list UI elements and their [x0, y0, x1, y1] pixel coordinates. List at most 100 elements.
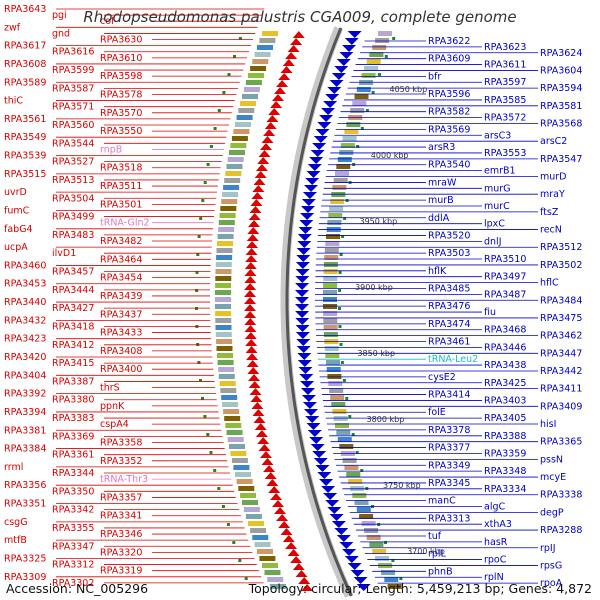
- tick-mark: [195, 289, 199, 292]
- right-strand-feature: [295, 318, 310, 325]
- right-strand-feature: [347, 31, 362, 38]
- gene-label-left: RPA3504: [52, 193, 94, 204]
- left-strand-feature: [276, 514, 289, 521]
- gene-label-right: degP: [540, 507, 564, 518]
- gene-label-right: RPA3359: [484, 448, 526, 459]
- cog-block: [225, 171, 242, 176]
- right-strand-feature: [339, 542, 354, 549]
- tick-mark: [342, 379, 346, 382]
- cog-block: [369, 52, 384, 57]
- left-strand-feature: [253, 178, 266, 185]
- gene-label-left: RPA3423: [4, 334, 46, 345]
- gene-label-left: RPA3457: [52, 267, 94, 278]
- cog-block: [323, 276, 338, 281]
- gene-label-left: RPA3460: [4, 260, 46, 271]
- right-strand-feature: [312, 143, 327, 150]
- cog-block: [344, 129, 359, 134]
- cog-block: [248, 521, 264, 526]
- cog-block: [366, 535, 381, 540]
- left-strand-feature: [292, 563, 305, 570]
- cog-block: [226, 164, 243, 169]
- gene-label-left: RPA3381: [4, 425, 46, 436]
- cog-block: [323, 290, 337, 295]
- gene-label-left: RPA3341: [100, 511, 142, 522]
- cog-block: [254, 542, 271, 547]
- cog-block: [327, 220, 342, 225]
- cog-block: [223, 185, 240, 190]
- gene-label-left: RPA3643: [4, 4, 46, 15]
- cog-block: [336, 430, 351, 435]
- cog-block: [222, 402, 239, 407]
- gene-label-right: RPA3288: [540, 525, 582, 536]
- cog-block: [359, 514, 374, 519]
- right-strand-feature: [331, 73, 346, 80]
- right-strand-feature: [305, 416, 320, 423]
- gene-label-left: RPA3560: [52, 120, 94, 131]
- cog-block: [220, 206, 237, 211]
- right-strand-feature: [329, 80, 344, 87]
- tick-mark: [345, 199, 349, 202]
- cog-block: [245, 80, 262, 85]
- map-title: Rhodopseudomonas palustris CGA009, compl…: [83, 8, 517, 26]
- right-strand-feature: [295, 297, 309, 304]
- gene-label-right: RPA3475: [540, 313, 582, 324]
- right-strand-feature: [315, 129, 330, 136]
- cog-block: [230, 451, 247, 456]
- cog-block: [252, 535, 269, 540]
- gene-label-left: RPA3571: [52, 102, 94, 113]
- right-strand-feature: [344, 38, 359, 45]
- gene-label-left: RPA3578: [100, 89, 142, 100]
- left-strand-feature: [266, 115, 279, 122]
- gene-label-right: RPA3624: [540, 48, 582, 59]
- gene-label-left: RPA3549: [4, 132, 46, 143]
- cog-block: [348, 479, 363, 484]
- left-strand-feature: [245, 248, 258, 255]
- gene-label-left: RPA3432: [4, 315, 46, 326]
- tick-mark: [196, 253, 200, 256]
- left-strand-feature: [248, 213, 261, 220]
- tick-mark: [391, 559, 395, 562]
- gene-label-left: RPA3394: [4, 407, 46, 418]
- gene-label-left: rrml: [4, 462, 23, 473]
- gene-label-right: RPA3609: [428, 54, 470, 65]
- gene-label-left: gnd: [52, 28, 70, 39]
- tick-mark: [203, 415, 207, 418]
- topology-summary: Topology: circular; Length: 5,459,213 bp…: [248, 581, 592, 596]
- gene-label-left: rnpB: [100, 144, 122, 155]
- cog-block: [218, 227, 235, 232]
- gene-label-right: RPA3540: [428, 160, 470, 171]
- gene-label-right: RPA3572: [484, 113, 526, 124]
- gene-label-right: ftsZ: [540, 207, 559, 218]
- gene-label-right: murD: [540, 172, 567, 183]
- cog-block: [332, 185, 347, 190]
- gene-label-left: RPA3570: [100, 108, 142, 119]
- gene-label-right: RPA3365: [540, 437, 582, 448]
- tick-mark: [226, 523, 230, 526]
- gene-label-left: RPA3527: [52, 157, 94, 168]
- gene-label-right: RPA3512: [540, 242, 582, 253]
- cog-block: [323, 297, 337, 302]
- gene-label-right: RPA3348: [484, 466, 526, 477]
- gene-label-left: RPA3501: [100, 199, 142, 210]
- gene-label-right: emrB1: [484, 166, 516, 177]
- left-strand-feature: [260, 143, 272, 150]
- gene-label-right: algC: [484, 502, 505, 513]
- tick-mark: [197, 235, 201, 238]
- cog-block: [235, 472, 251, 477]
- left-strand-feature: [285, 52, 298, 59]
- cog-block: [248, 73, 264, 78]
- left-strand-feature: [280, 528, 293, 535]
- right-strand-feature: [304, 185, 318, 192]
- tick-mark: [221, 505, 225, 508]
- cog-block: [236, 479, 253, 484]
- gene-label-left: fabG4: [4, 224, 33, 235]
- tick-mark: [227, 73, 231, 76]
- tick-mark: [209, 451, 213, 454]
- gene-label-left: ilvD1: [52, 248, 76, 259]
- right-strand-feature: [327, 87, 342, 94]
- cog-block: [369, 542, 384, 547]
- gene-label-left: RPA3610: [100, 53, 142, 64]
- cog-block: [231, 136, 248, 141]
- left-strand-feature: [292, 31, 305, 38]
- cog-block: [217, 241, 233, 246]
